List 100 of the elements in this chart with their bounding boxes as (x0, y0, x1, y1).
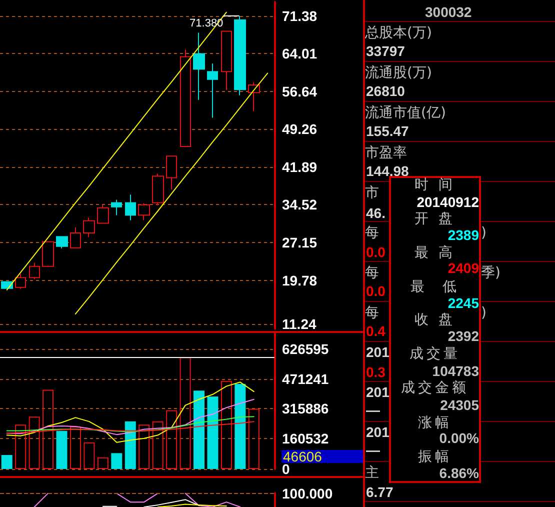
text: 2409 (448, 260, 479, 276)
candlestick (166, 156, 177, 190)
y-tick-label: 71.38 (282, 8, 318, 24)
text: 成交金额 (400, 380, 470, 396)
y-tick-label: 49.26 (282, 121, 318, 138)
candlestick (70, 226, 81, 248)
text: 成交量 (408, 346, 462, 362)
text: — (366, 402, 380, 418)
candlestick (207, 62, 218, 118)
bar (138, 424, 150, 469)
bar (15, 424, 26, 469)
candlestick (1, 281, 13, 289)
text: 最 高 (413, 245, 457, 262)
text: ) (481, 225, 486, 242)
bar (207, 396, 218, 469)
text: 0.00% (439, 430, 479, 446)
text: 201 (366, 424, 390, 440)
text: 104783 (432, 362, 479, 379)
text: 总股本(万) (365, 24, 432, 41)
candlestick (193, 32, 205, 100)
text: 26810 (366, 82, 405, 99)
bar (70, 426, 81, 469)
line-series (74, 72, 268, 314)
text: 201 (366, 384, 390, 400)
text: 最 低 (410, 278, 460, 295)
y-tick-label: 160532 (282, 430, 329, 446)
text: 144.98 (366, 162, 409, 179)
y-tick-label: 41.89 (282, 158, 318, 175)
line-series (6, 398, 254, 436)
text: 开 盘 (413, 211, 457, 228)
ref-line-label: 100.000 (282, 485, 333, 502)
candlestick (42, 241, 54, 267)
y-tick-label: 34.52 (282, 196, 318, 213)
y-tick-label: 27.15 (282, 234, 318, 250)
bar (234, 384, 246, 469)
bar (1, 455, 12, 469)
text: 0.0 (366, 244, 386, 260)
bar (28, 416, 40, 469)
text: 24305 (440, 397, 479, 413)
line-series (6, 382, 254, 443)
candlestick (15, 274, 26, 290)
y-tick-label: 315886 (282, 400, 329, 417)
text: 300032 (425, 4, 472, 20)
bar (124, 421, 136, 469)
candlestick (83, 217, 95, 238)
y-tick-label: 56.64 (282, 83, 318, 100)
candlestick (180, 49, 191, 147)
bar (166, 410, 178, 469)
y-tick-label: 626595 (282, 341, 329, 358)
bar (97, 457, 108, 469)
candlestick (97, 204, 109, 224)
y-tick-label: 64.01 (282, 46, 318, 62)
bar (248, 408, 260, 469)
bar (42, 390, 54, 469)
candlestick (234, 15, 246, 96)
text: — (366, 442, 380, 458)
text: 市盈率 (365, 144, 407, 161)
text: 流通股(万) (365, 64, 432, 81)
bar (84, 442, 95, 469)
bar (152, 421, 164, 469)
text: 46. (366, 204, 386, 221)
bar (194, 390, 205, 469)
bar (56, 430, 68, 469)
text: 市 (365, 185, 379, 202)
text: 涨幅 (417, 415, 453, 432)
line-series (6, 416, 254, 432)
candlestick (152, 173, 164, 206)
text: 2389 (448, 227, 479, 243)
text: 流通市值(亿) (365, 104, 446, 121)
text: 20140912 (416, 194, 479, 210)
candlestick (248, 82, 260, 112)
candlestick (138, 202, 150, 221)
text: 155.47 (366, 122, 409, 139)
candlestick (221, 30, 232, 91)
text: 时 间 (413, 177, 457, 193)
y-tick-label: 19.78 (282, 272, 318, 288)
candlestick (111, 199, 122, 216)
text: 0.0 (366, 282, 386, 299)
candlestick (56, 236, 68, 249)
bar (180, 357, 191, 469)
text: 振幅 (417, 448, 453, 465)
text: 2392 (448, 328, 479, 344)
text: 收 盘 (413, 312, 457, 328)
text: 每 (365, 305, 379, 322)
text: 季) (481, 265, 500, 282)
text: 201 (366, 344, 390, 360)
text: 2245 (448, 295, 479, 312)
text: 0.4 (366, 322, 386, 339)
text: 33797 (366, 42, 405, 59)
text: 0.3 (366, 364, 386, 380)
text: 6.86% (439, 464, 479, 481)
text: 6.77 (366, 484, 394, 500)
bar (220, 380, 232, 469)
candlestick (125, 194, 136, 221)
text: 主 (365, 465, 379, 482)
text: 每 (365, 225, 379, 242)
line-series (6, 12, 227, 290)
y-tick-label: 471241 (282, 370, 329, 387)
text: ) (481, 305, 486, 322)
y-tick-label: 11.24 (282, 316, 316, 332)
